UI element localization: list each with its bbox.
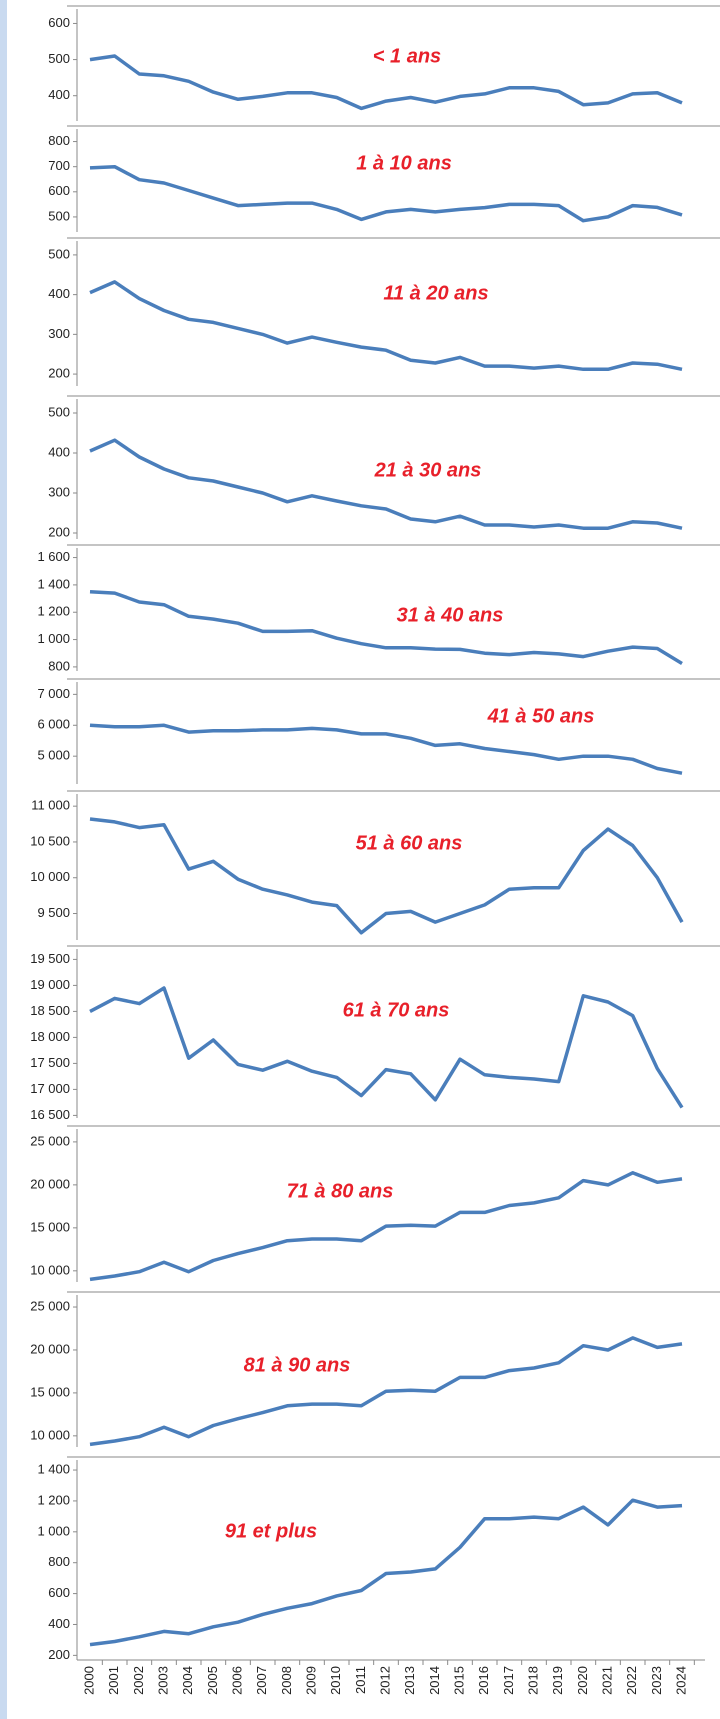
- y-tick-label: 18 500: [30, 1003, 70, 1018]
- y-tick-label: 25 000: [30, 1298, 70, 1313]
- y-tick-label: 600: [48, 183, 70, 198]
- y-tick-label: 300: [48, 484, 70, 499]
- data-line: [89, 589, 683, 665]
- x-tick-label: 2009: [303, 1666, 318, 1695]
- left-border: [0, 0, 7, 1719]
- x-tick-label: 2004: [180, 1666, 195, 1695]
- y-tick-label: 800: [48, 658, 70, 673]
- x-tick-label: 2006: [229, 1666, 244, 1695]
- y-tick-label: 10 000: [30, 1262, 70, 1277]
- y-tick-label: 1 200: [37, 1492, 70, 1507]
- y-tick-label: 1 000: [37, 1523, 70, 1538]
- y-tick-label: 1 600: [37, 549, 70, 564]
- y-tick-label: 1 400: [37, 576, 70, 591]
- y-tick-label: 17 000: [30, 1081, 70, 1096]
- x-tick-label: 2013: [402, 1666, 417, 1695]
- y-tick-label: 20 000: [30, 1341, 70, 1356]
- x-tick-label: 2015: [451, 1666, 466, 1695]
- y-tick-label: 500: [48, 404, 70, 419]
- y-tick-label: 11 000: [31, 798, 70, 813]
- data-line: [89, 817, 684, 935]
- panel-title: 51 à 60 ans: [356, 832, 463, 854]
- y-tick-label: 200: [48, 1647, 70, 1662]
- panel-title: 41 à 50 ans: [487, 705, 595, 727]
- x-tick-label: 2010: [328, 1666, 343, 1695]
- data-line: [89, 438, 683, 530]
- y-tick-label: 400: [48, 286, 70, 301]
- y-tick-label: 500: [48, 246, 70, 261]
- panel-title: 1 à 10 ans: [356, 152, 452, 174]
- y-tick-label: 1 000: [37, 631, 70, 646]
- x-tick-label: 2019: [550, 1666, 565, 1695]
- panel-title: 21 à 30 ans: [374, 459, 482, 481]
- y-tick-label: 25 000: [30, 1133, 70, 1148]
- y-tick-label: 10 000: [30, 869, 70, 884]
- data-line: [89, 1336, 683, 1447]
- y-tick-label: 1 200: [37, 604, 70, 619]
- y-tick-label: 600: [48, 15, 70, 30]
- x-tick-label: 2000: [81, 1666, 96, 1695]
- y-tick-label: 500: [48, 208, 70, 223]
- data-line: [89, 723, 683, 775]
- y-tick-label: 19 000: [30, 977, 70, 992]
- y-tick-label: 6 000: [37, 717, 70, 732]
- panel-title: 71 à 80 ans: [287, 1180, 394, 1202]
- x-tick-label: 2003: [155, 1666, 170, 1695]
- x-tick-label: 2017: [501, 1666, 516, 1695]
- panel-title: 11 à 20 ans: [383, 282, 488, 304]
- y-tick-label: 800: [48, 133, 70, 148]
- x-tick-label: 2001: [106, 1666, 121, 1695]
- x-tick-label: 2002: [131, 1666, 146, 1695]
- y-tick-label: 500: [48, 51, 70, 66]
- y-tick-label: 18 000: [30, 1029, 70, 1044]
- y-tick-label: 1 400: [37, 1461, 70, 1476]
- data-line: [89, 986, 684, 1109]
- x-tick-label: 2022: [624, 1666, 639, 1695]
- x-tick-label: 2011: [353, 1666, 368, 1694]
- y-tick-label: 15 000: [30, 1219, 70, 1234]
- y-tick-label: 600: [48, 1585, 70, 1600]
- y-tick-label: 20 000: [30, 1176, 70, 1191]
- y-tick-label: 15 000: [30, 1384, 70, 1399]
- data-line: [89, 1498, 683, 1647]
- data-line: [89, 1171, 683, 1282]
- panel-title: 31 à 40 ans: [397, 604, 504, 626]
- data-line: [89, 54, 683, 111]
- x-tick-label: 2014: [427, 1666, 442, 1695]
- y-tick-label: 200: [48, 524, 70, 539]
- y-tick-label: 800: [48, 1554, 70, 1569]
- x-tick-label: 2005: [205, 1666, 220, 1695]
- y-tick-label: 16 500: [30, 1107, 70, 1122]
- x-tick-label: 2021: [599, 1666, 614, 1695]
- x-tick-label: 2023: [649, 1666, 664, 1695]
- x-tick-label: 2008: [279, 1666, 294, 1695]
- y-tick-label: 200: [48, 366, 70, 381]
- x-tick-label: 2018: [525, 1666, 540, 1695]
- y-tick-label: 17 500: [30, 1055, 70, 1070]
- y-tick-label: 300: [48, 326, 70, 341]
- x-tick-label: 2024: [673, 1666, 688, 1695]
- data-line: [89, 280, 683, 372]
- panel-title: < 1 ans: [373, 45, 441, 67]
- y-tick-label: 700: [48, 158, 70, 173]
- y-tick-label: 400: [48, 1616, 70, 1631]
- y-tick-label: 19 500: [30, 951, 70, 966]
- data-line: [89, 164, 683, 223]
- x-tick-label: 2020: [575, 1666, 590, 1695]
- x-tick-label: 2012: [377, 1666, 392, 1695]
- x-tick-label: 2016: [476, 1666, 491, 1695]
- panel-title: 81 à 90 ans: [244, 1354, 351, 1376]
- panel-title: 91 et plus: [225, 1520, 317, 1542]
- y-tick-label: 10 000: [30, 1427, 70, 1442]
- y-tick-label: 9 500: [37, 905, 70, 920]
- y-tick-label: 400: [48, 87, 70, 102]
- y-tick-label: 5 000: [37, 748, 70, 763]
- y-tick-label: 400: [48, 444, 70, 459]
- x-tick-label: 2007: [254, 1666, 269, 1695]
- y-tick-label: 10 500: [30, 833, 70, 848]
- y-tick-label: 7 000: [37, 686, 70, 701]
- panel-title: 61 à 70 ans: [343, 999, 450, 1021]
